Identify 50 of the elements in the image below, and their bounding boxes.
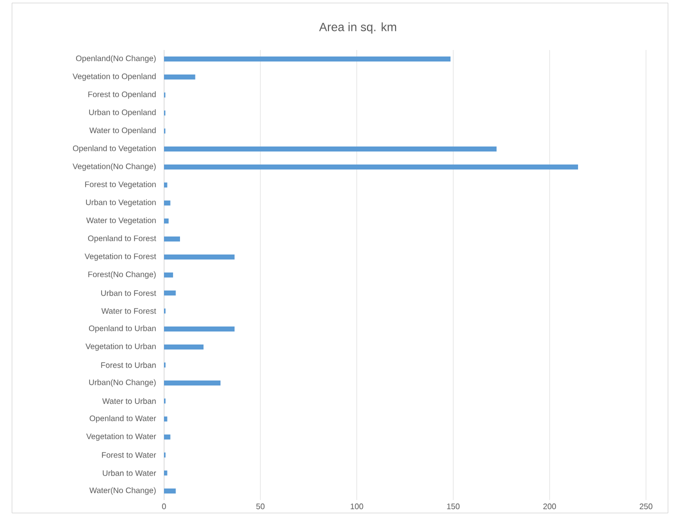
bar: [164, 380, 220, 386]
bar: [164, 236, 180, 242]
bar: [164, 182, 168, 188]
y-tick-label: Forest to Vegetation: [85, 181, 156, 189]
y-tick-label: Openland(No Change): [76, 55, 156, 63]
x-tick-label: 150: [447, 504, 460, 510]
bar: [164, 254, 235, 260]
bar: [164, 326, 235, 332]
bar: [164, 200, 170, 206]
y-tick-label: Forest to Urban: [101, 362, 156, 368]
bar: [164, 272, 174, 278]
y-tick-label: Forest to Water: [102, 452, 156, 458]
bar: [164, 416, 168, 422]
y-tick-label: Urban to Forest: [101, 290, 156, 296]
y-tick-label: Openland to Urban: [88, 325, 156, 333]
y-tick-label: Openland to Vegetation: [72, 145, 156, 153]
y-tick-label: Vegetation to Urban: [86, 343, 156, 351]
y-tick-label: Urban to Vegetation: [86, 199, 156, 207]
y-tick-label: Water to Forest: [101, 308, 156, 314]
y-tick-label: Forest(No Change): [88, 271, 156, 279]
bar: [164, 56, 450, 62]
y-tick-label: Water(No Change): [89, 487, 156, 495]
bar: [164, 434, 170, 440]
y-tick-label: Forest to Openland: [88, 91, 156, 99]
y-tick-label: Urban(No Change): [89, 379, 156, 387]
bar: [164, 218, 169, 224]
x-tick-label: 0: [162, 504, 166, 510]
y-tick-label: Openland to Water: [90, 415, 156, 423]
y-tick-label: Vegetation(No Change): [72, 163, 156, 171]
x-tick-label: 250: [640, 504, 652, 510]
x-tick-label: 200: [543, 504, 556, 510]
bar: [164, 146, 497, 152]
bar: [164, 74, 196, 80]
bar: [164, 164, 578, 170]
bar: [164, 344, 204, 350]
chart-title: Area in sq. km: [319, 22, 396, 34]
y-tick-label: Vegetation to Openland: [72, 73, 156, 81]
bar: [164, 290, 176, 296]
x-tick-label: 50: [256, 504, 265, 510]
y-tick-label: Water to Openland: [89, 127, 156, 135]
y-tick-label: Vegetation to Water: [86, 433, 156, 441]
bar: [164, 470, 168, 476]
y-tick-label: Urban to Openland: [89, 109, 156, 117]
y-tick-label: Urban to Water: [102, 470, 156, 476]
y-tick-label: Vegetation to Forest: [84, 253, 156, 261]
bar: [164, 488, 176, 494]
x-tick-label: 100: [350, 504, 364, 510]
y-tick-label: Water to Urban: [102, 398, 156, 404]
y-tick-label: Openland to Forest: [88, 235, 156, 243]
y-tick-label: Water to Vegetation: [86, 217, 156, 225]
